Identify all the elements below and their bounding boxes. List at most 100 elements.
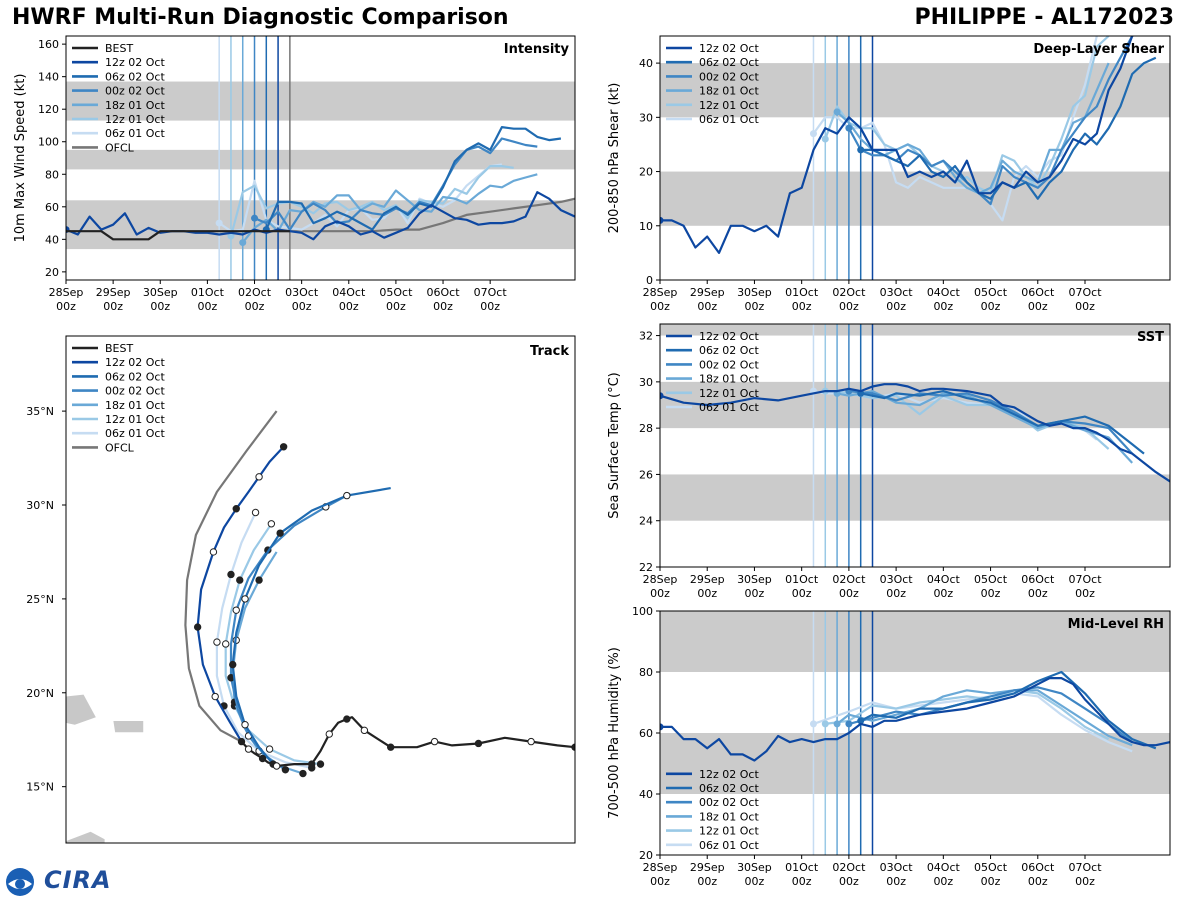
sst-legend-label: 06z 01 Oct	[699, 401, 759, 414]
shear-ylabel: 200-850 hPa Shear (kt)	[607, 83, 622, 234]
track-point	[527, 737, 535, 746]
intensity-init-point	[239, 239, 247, 247]
track-point	[343, 715, 351, 723]
intensity-band	[66, 149, 575, 170]
sst-xtick-label: 30Sep	[737, 573, 772, 586]
track-lat-label: 20°N	[26, 687, 54, 700]
rh-legend-label: 06z 02 Oct	[699, 782, 759, 795]
shear-legend-label: 00z 02 Oct	[699, 70, 759, 83]
shear-xtick-label: 03Oct	[880, 286, 914, 299]
rh-xtick-label: 00z	[745, 875, 765, 888]
track-lat-label: 35°N	[26, 405, 54, 418]
shear-ytick-label: 40	[639, 57, 653, 70]
intensity-xtick-label: 02Oct	[238, 286, 272, 299]
sst-xtick-label: 01Oct	[785, 573, 819, 586]
rh-ylabel: 700-500 hPa Humidity (%)	[607, 647, 622, 819]
track-point	[325, 730, 333, 738]
rh-xtick-label: 06Oct	[1021, 861, 1055, 874]
track-point	[222, 640, 230, 648]
track-legend-label: OFCL	[105, 441, 135, 454]
shear-ytick-label: 0	[646, 274, 653, 287]
track-series-OFCL	[184, 410, 278, 743]
intensity-legend-label: 12z 01 Oct	[105, 113, 165, 126]
rh-ytick-label: 80	[639, 666, 653, 679]
rh-init-point	[809, 720, 817, 728]
sst-legend-label: 00z 02 Oct	[699, 358, 759, 371]
intensity-xtick-label: 00z	[386, 300, 406, 313]
rh-legend-label: 18z 01 Oct	[699, 810, 759, 823]
shear-xtick-label: 00z	[1028, 300, 1048, 313]
intensity-xtick-label: 00z	[103, 300, 123, 313]
track-lat-label: 30°N	[26, 499, 54, 512]
track-point	[267, 520, 276, 528]
intensity-frame	[65, 35, 576, 281]
sst-xtick-label: 00z	[792, 587, 812, 600]
intensity-xtick-label: 05Oct	[379, 286, 413, 299]
track-point	[430, 737, 439, 746]
rh-xtick-label: 01Oct	[785, 861, 819, 874]
track-legend-label: 06z 01 Oct	[105, 427, 165, 440]
rh-ytick-label: 100	[632, 605, 653, 618]
track-point	[209, 548, 218, 556]
track-point	[281, 766, 290, 774]
rh-legend-label: 12z 02 Oct	[699, 768, 759, 781]
track-series-12z-02-Oct	[196, 446, 285, 743]
sst-plot-area	[660, 324, 1170, 567]
track-legend-label: BEST	[105, 342, 133, 355]
rh-title: Mid-Level RH	[1068, 617, 1164, 632]
sst-ytick-label: 30	[639, 376, 653, 389]
sst-init-point	[660, 392, 664, 400]
intensity-xtick-label: 00z	[292, 300, 312, 313]
rh-ytick-label: 40	[639, 788, 653, 801]
shear-plot-area	[660, 36, 1170, 280]
sst-legend-label: 12z 02 Oct	[699, 330, 759, 343]
rh-xtick-label: 00z	[792, 875, 812, 888]
intensity-init-point	[251, 214, 259, 222]
shear-legend-label: 12z 02 Oct	[699, 42, 759, 55]
rh-band	[660, 611, 1170, 672]
intensity-series-00z-02-Oct	[254, 137, 538, 231]
intensity-xtick-label: 00z	[480, 300, 500, 313]
cira-logo-text: CIRA	[44, 866, 112, 894]
track-legend-label: 12z 01 Oct	[105, 413, 165, 426]
intensity-init-point	[215, 219, 223, 227]
intensity-ytick-label: 140	[38, 71, 59, 84]
intensity-xtick-label: 04Oct	[332, 286, 366, 299]
intensity-ytick-label: 100	[38, 136, 59, 149]
shear-xtick-label: 30Sep	[737, 286, 772, 299]
intensity-xtick-label: 03Oct	[285, 286, 319, 299]
intensity-xtick-label: 00z	[245, 300, 265, 313]
shear-series-12z-01-Oct	[824, 36, 1110, 195]
track-point	[244, 745, 253, 753]
intensity-legend-label: 00z 02 Oct	[105, 85, 165, 98]
track-point	[241, 595, 249, 603]
sst-xtick-label: 00z	[1075, 587, 1095, 600]
track-point	[258, 754, 267, 763]
rh-series-00z-02-Oct	[848, 686, 1133, 743]
intensity-ylabel: 10m Max Wind Speed (kt)	[13, 74, 28, 243]
intensity-init-point	[227, 232, 235, 240]
rh-xtick-label: 02Oct	[832, 861, 866, 874]
shear-init-point	[833, 108, 841, 116]
sst-series-12z-02-Oct	[660, 383, 1170, 483]
rh-legend-label: 12z 01 Oct	[699, 825, 759, 838]
shear-xtick-label: 02Oct	[832, 286, 866, 299]
sst-xtick-label: 06Oct	[1021, 573, 1055, 586]
shear-xtick-label: 00z	[886, 300, 906, 313]
intensity-ytick-label: 20	[45, 266, 59, 279]
intensity-ytick-label: 40	[45, 233, 59, 246]
rh-series-12z-01-Oct	[825, 689, 1110, 741]
shear-init-point	[857, 146, 865, 154]
sst-xtick-label: 00z	[1028, 587, 1048, 600]
shear-legend-label: 18z 01 Oct	[699, 85, 759, 98]
intensity-series-06z-02-Oct	[265, 125, 562, 231]
sst-xtick-label: 02Oct	[832, 573, 866, 586]
sst-xtick-label: 00z	[886, 587, 906, 600]
intensity-series-18z-01-Oct	[241, 173, 538, 244]
track-point	[316, 760, 325, 768]
shear-ytick-label: 10	[639, 220, 653, 233]
storm-title: PHILIPPE - AL172023	[914, 5, 1174, 30]
sst-ytick-label: 22	[639, 561, 653, 574]
sst-band	[660, 474, 1170, 521]
sst-xtick-label: 05Oct	[974, 573, 1008, 586]
